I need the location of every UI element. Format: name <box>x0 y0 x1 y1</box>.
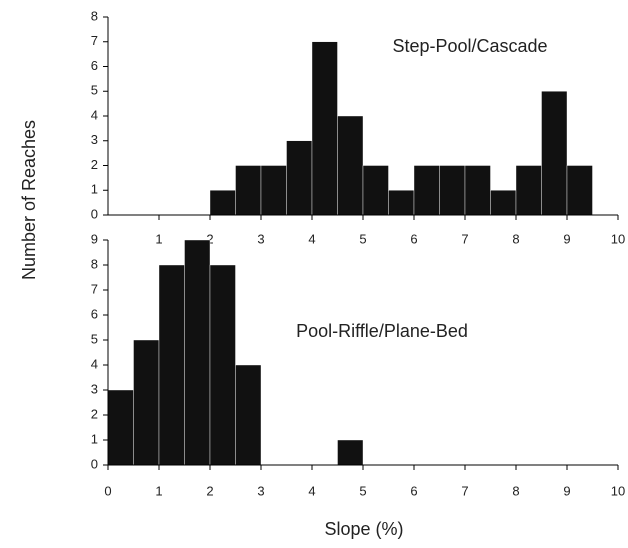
x-tick-label: 1 <box>155 483 162 498</box>
x-tick-label: 2 <box>206 483 213 498</box>
x-tick-label: 0 <box>104 483 111 498</box>
bar <box>209 264 236 466</box>
x-tick-label: 3 <box>257 483 264 498</box>
annotation: Pool-Riffle/Plane-Bed <box>296 321 468 341</box>
y-tick-label: 0 <box>91 206 98 221</box>
x-tick-label: 5 <box>359 483 366 498</box>
bar <box>464 165 491 216</box>
x-tick-label: 2 <box>206 231 213 246</box>
bar <box>362 165 389 216</box>
y-tick-label: 3 <box>91 381 98 396</box>
bar <box>337 115 364 216</box>
y-tick-label: 5 <box>91 331 98 346</box>
bar <box>515 165 542 216</box>
bar <box>286 140 313 216</box>
x-tick-label: 7 <box>461 231 468 246</box>
bar <box>388 190 415 216</box>
x-tick-label: 8 <box>512 231 519 246</box>
bar <box>235 364 262 466</box>
y-tick-label: 4 <box>91 356 98 371</box>
y-tick-label: 8 <box>91 8 98 23</box>
bar <box>439 165 466 216</box>
x-tick-label: 6 <box>410 231 417 246</box>
y-tick-label: 0 <box>91 456 98 471</box>
bar <box>235 165 262 216</box>
y-tick-label: 7 <box>91 33 98 48</box>
annotation: Step-Pool/Cascade <box>392 36 547 56</box>
bar <box>541 91 568 216</box>
y-tick-label: 5 <box>91 83 98 98</box>
x-tick-label: 10 <box>611 483 625 498</box>
x-tick-label: 5 <box>359 231 366 246</box>
y-tick-label: 8 <box>91 256 98 271</box>
bar <box>107 389 134 466</box>
bar <box>490 190 517 216</box>
x-tick-label: 1 <box>155 231 162 246</box>
x-tick-label: 4 <box>308 231 315 246</box>
y-tick-label: 4 <box>91 107 98 122</box>
y-tick-label: 2 <box>91 157 98 172</box>
bar <box>184 239 211 466</box>
y-tick-label: 1 <box>91 182 98 197</box>
y-axis-label: Number of Reaches <box>19 120 39 280</box>
x-axis-label: Slope (%) <box>324 519 403 539</box>
bar <box>133 339 160 466</box>
y-tick-label: 6 <box>91 58 98 73</box>
y-tick-label: 2 <box>91 406 98 421</box>
y-tick-label: 3 <box>91 132 98 147</box>
x-tick-label: 10 <box>611 231 625 246</box>
x-tick-label: 9 <box>563 231 570 246</box>
y-tick-label: 6 <box>91 306 98 321</box>
bar <box>413 165 440 216</box>
y-tick-label: 1 <box>91 431 98 446</box>
bar <box>158 264 185 466</box>
bar <box>260 165 287 216</box>
bar <box>209 190 236 216</box>
x-tick-label: 7 <box>461 483 468 498</box>
bar <box>337 439 364 466</box>
x-tick-label: 6 <box>410 483 417 498</box>
x-tick-label: 8 <box>512 483 519 498</box>
x-tick-label: 9 <box>563 483 570 498</box>
x-tick-label: 3 <box>257 231 264 246</box>
x-tick-label: 4 <box>308 483 315 498</box>
bar <box>311 41 338 216</box>
y-tick-label: 7 <box>91 281 98 296</box>
y-tick-label: 9 <box>91 231 98 246</box>
bar <box>566 165 593 216</box>
